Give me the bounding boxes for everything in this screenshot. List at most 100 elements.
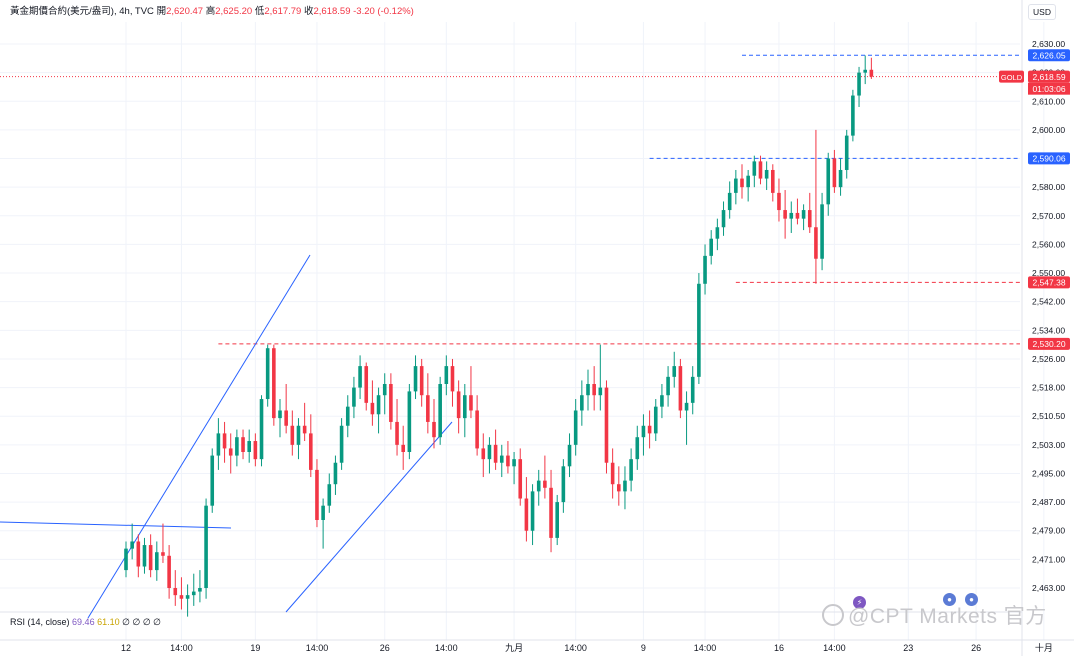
event-lightning-icon[interactable]: ⚡	[853, 596, 866, 609]
price-tick-label: 2,495.00	[1032, 468, 1065, 478]
candle-body	[549, 487, 553, 538]
event-flag-icon[interactable]: ●	[943, 593, 956, 606]
time-tick-label: 14:00	[170, 643, 193, 653]
candle-body	[339, 425, 344, 463]
candle-body	[296, 425, 301, 445]
candle-body	[617, 484, 621, 492]
rsi-ma-value: 61.10	[97, 617, 120, 627]
candle-body	[734, 178, 738, 193]
candle-body	[555, 502, 559, 538]
candle-body	[777, 192, 781, 211]
candle-body	[167, 555, 171, 588]
price-label-box	[1028, 152, 1070, 165]
candle-body	[309, 433, 313, 470]
currency-button[interactable]: USD	[1028, 4, 1056, 20]
candle-body	[561, 466, 566, 503]
rsi-value: 69.46	[72, 617, 95, 627]
time-tick-label: 23	[903, 643, 913, 653]
candle-body	[647, 425, 652, 434]
price-label-box	[1028, 276, 1070, 289]
price-label-box	[1028, 49, 1070, 62]
open-value: 2,620.47	[166, 6, 204, 17]
price-label-text: 2,547.38	[1032, 278, 1065, 288]
level-lines	[0, 54, 1020, 345]
time-tick-label: 14:00	[694, 643, 717, 653]
candle-body	[155, 552, 159, 571]
candle-body	[235, 437, 239, 456]
candle-body	[426, 395, 430, 422]
price-tick-label: 2,550.00	[1032, 268, 1065, 278]
candle-body	[401, 444, 405, 452]
candle-body	[506, 455, 510, 467]
price-tick-label: 2,600.00	[1032, 125, 1065, 135]
candle-body	[598, 387, 603, 396]
candle-body	[173, 588, 178, 596]
candle-body	[352, 387, 356, 407]
candle-body	[413, 366, 418, 392]
candle-body	[493, 444, 498, 463]
candle-body	[567, 444, 572, 467]
price-label-text: 2,530.20	[1032, 339, 1065, 349]
candle-body	[179, 595, 184, 599]
candle-body	[629, 459, 633, 481]
time-tick-label: 14:00	[435, 643, 458, 653]
candle-body	[395, 421, 399, 445]
rsi-legend[interactable]: RSI (14, close) 69.46 61.10 ∅ ∅ ∅ ∅	[10, 617, 161, 628]
candle-body	[253, 441, 258, 460]
candle-body	[623, 480, 627, 492]
candle-body	[191, 591, 196, 596]
candle-body	[222, 433, 227, 449]
time-tick-label: 九月	[505, 643, 523, 653]
candle-body	[130, 541, 134, 549]
candle-body	[869, 69, 874, 77]
price-tick-label: 2,560.00	[1032, 239, 1065, 249]
candle-body	[752, 161, 757, 176]
price-tick-label: 2,580.00	[1032, 182, 1065, 192]
candle-body	[358, 366, 362, 388]
candle-body	[771, 169, 775, 193]
price-axis[interactable]: 2,630.002,620.002,610.002,600.002,590.00…	[1032, 39, 1065, 593]
time-tick-label: 14:00	[564, 643, 587, 653]
candle-body	[148, 545, 153, 571]
time-tick-label: 14:00	[306, 643, 329, 653]
candle-body	[185, 595, 190, 599]
candle-body	[721, 210, 726, 228]
candle-body	[832, 158, 837, 188]
price-tick-label: 2,534.00	[1032, 325, 1065, 335]
price-tick-label: 2,479.00	[1032, 526, 1065, 536]
candlesticks	[124, 55, 874, 617]
time-axis[interactable]: 51214:001914:002614:00九月14:00914:001614:…	[0, 642, 1053, 653]
candle-body	[228, 448, 233, 456]
candle-body	[475, 410, 479, 449]
candle-body	[382, 384, 387, 396]
candle-body	[302, 425, 307, 434]
candle-body	[333, 462, 338, 485]
candle-body	[198, 588, 202, 592]
candle-body	[666, 376, 670, 396]
candle-body	[820, 204, 824, 259]
time-tick-label: 26	[380, 643, 390, 653]
time-tick-label: 9	[641, 643, 646, 653]
watermark: @CPT Markets 官方	[822, 600, 1047, 630]
candle-body	[604, 387, 609, 463]
price-label-box	[1028, 70, 1070, 83]
candle-body	[284, 410, 288, 426]
event-flag-icon[interactable]: ●	[965, 593, 978, 606]
candle-body	[204, 505, 208, 588]
candle-body	[635, 437, 640, 460]
candle-body	[272, 348, 276, 419]
price-tick-label: 2,526.00	[1032, 354, 1065, 364]
candle-body	[438, 384, 442, 438]
candle-body	[580, 395, 584, 411]
candle-body	[715, 227, 720, 239]
candle-body	[265, 348, 270, 400]
candle-body	[697, 283, 701, 377]
price-label-text: 2,590.06	[1032, 154, 1065, 164]
price-tick-label: 2,487.00	[1032, 497, 1065, 507]
candle-body	[376, 395, 381, 415]
candle-body	[142, 545, 147, 567]
price-tick-label: 2,463.00	[1032, 583, 1065, 593]
price-tick-label: 2,510.50	[1032, 411, 1065, 421]
